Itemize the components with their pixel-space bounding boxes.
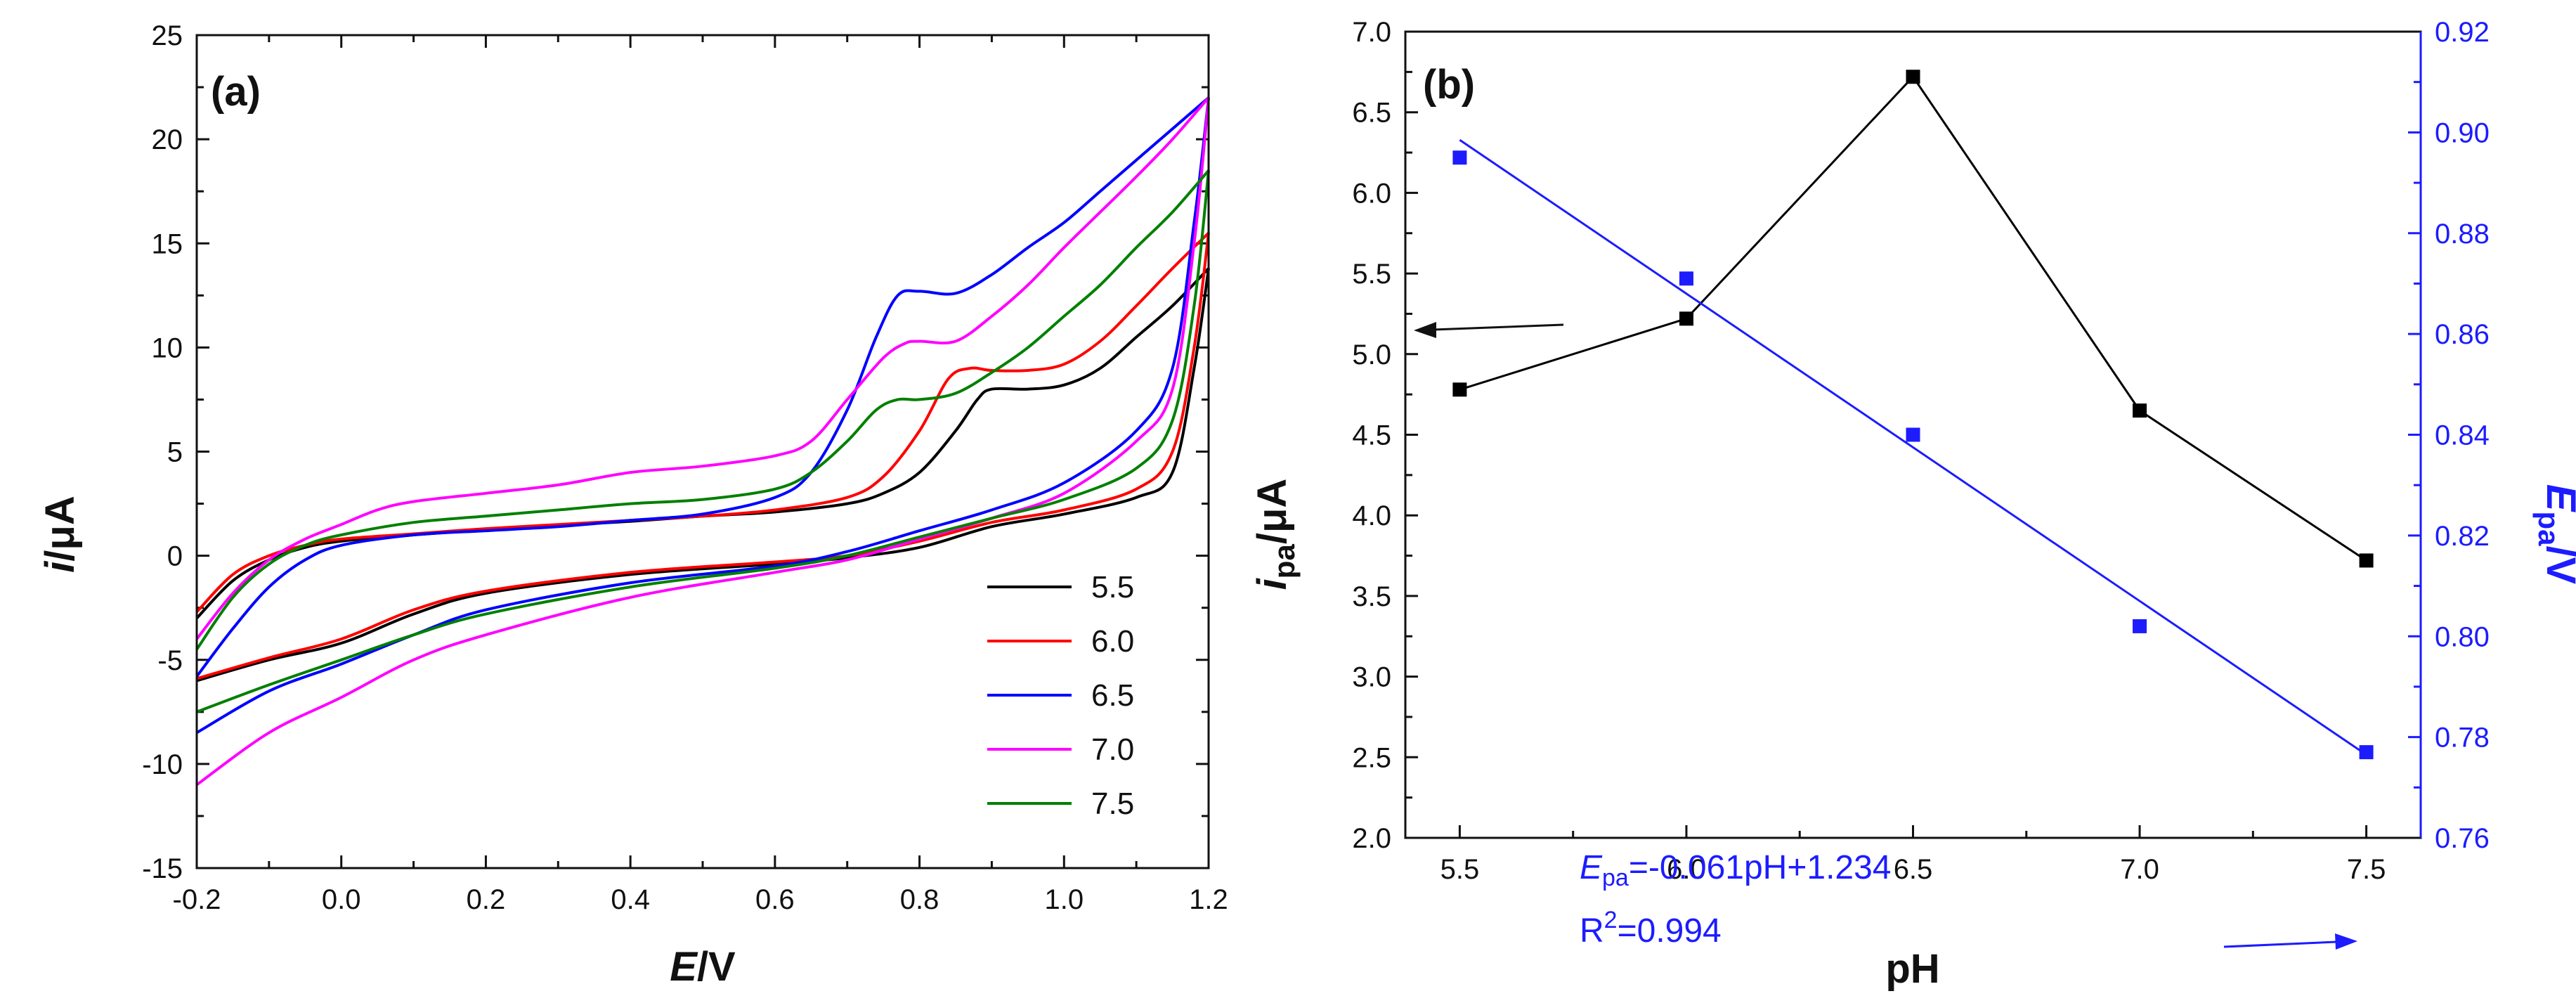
y-tick-label: 5 <box>167 437 183 468</box>
panel-b-right-axis-title: Epa/V <box>2532 484 2576 585</box>
left-y-tick-label: 7.0 <box>1352 17 1391 48</box>
y-tick-label: 10 <box>152 332 183 363</box>
x-tick-label: 1.0 <box>1044 884 1084 915</box>
left-y-tick-label: 2.5 <box>1352 742 1391 773</box>
panel-b-label: (b) <box>1423 62 1475 108</box>
cv-curve-ph-7.5-anodic <box>195 169 1210 651</box>
right-y-tick-label: 0.92 <box>2435 17 2490 48</box>
legend-label-5.5: 5.5 <box>1091 570 1134 604</box>
legend-label-6.5: 6.5 <box>1091 678 1134 713</box>
epa-point <box>1452 150 1467 165</box>
left-y-tick-label: 2.0 <box>1352 823 1391 854</box>
panel-b-marks <box>1452 70 2374 760</box>
x-tick-label: 6.0 <box>1667 854 1706 885</box>
x-tick-label: 0.4 <box>611 884 650 915</box>
legend-label-7.5: 7.5 <box>1091 787 1134 821</box>
cv-curve-ph-7.0-cathodic <box>195 97 1210 787</box>
panel-b-left-tick-labels: 2.0 2.5 3.0 3.5 4.0 4.5 5.0 5.5 6.0 6.5 7.0 <box>1352 17 1391 854</box>
panel-a-frame <box>195 34 1210 869</box>
epa-fit-line <box>1459 138 2367 756</box>
cv-curve-ph-5.5-cathodic <box>196 268 1210 683</box>
left-y-tick-label: 5.5 <box>1352 259 1391 290</box>
panel-a-y-axis-title: i/μA <box>37 496 83 573</box>
ipa-point <box>1679 311 1693 326</box>
y-tick-label: -5 <box>157 645 183 676</box>
cv-curve-ph-7.0-anodic <box>195 96 1210 640</box>
panel-b-right-tick-labels: 0.76 0.78 0.80 0.82 0.84 0.86 0.88 0.90 0.92 <box>2435 17 2490 854</box>
regression-equation: Epa=-0.061pH+1.234 <box>1580 849 1891 891</box>
ipa-point <box>2359 553 2374 568</box>
panel-a-x-axis-title: E/V <box>670 944 736 990</box>
cv-curve-ph-5.5-anodic <box>195 267 1210 619</box>
cv-curve-ph-6.5-cathodic <box>196 97 1210 735</box>
x-tick-label: -0.2 <box>173 884 221 915</box>
left-y-tick-label: 6.0 <box>1352 178 1391 209</box>
right-y-tick-label: 0.76 <box>2435 823 2490 854</box>
left-y-tick-label: 4.5 <box>1352 420 1391 451</box>
x-tick-label: 0.8 <box>900 884 939 915</box>
right-y-tick-label: 0.84 <box>2435 420 2490 451</box>
epa-point <box>1906 427 1920 442</box>
y-tick-label: -15 <box>142 853 183 884</box>
panel-a-legend: 5.5 6.0 6.5 7.0 7.5 <box>987 570 1134 821</box>
x-tick-label: 0.0 <box>322 884 361 915</box>
y-tick-label: 0 <box>167 541 183 572</box>
legend-label-7.0: 7.0 <box>1091 732 1134 767</box>
left-axis-pointer-arrow <box>1414 322 1564 338</box>
panel-a-x-tick-labels: -0.2 0.0 0.2 0.4 0.6 0.8 1.0 1.2 <box>173 884 1228 915</box>
right-y-tick-label: 0.82 <box>2435 521 2490 552</box>
y-tick-label: -10 <box>142 749 183 780</box>
epa-point <box>2133 619 2147 633</box>
cv-curve-ph-6.0-cathodic <box>196 233 1210 680</box>
x-tick-label: 0.2 <box>467 884 506 915</box>
x-tick-label: 5.5 <box>1440 854 1480 885</box>
panel-a-label: (a) <box>211 69 261 115</box>
panel-a-ticks <box>195 34 1210 869</box>
panel-a-curves <box>195 96 1210 787</box>
right-y-tick-label: 0.88 <box>2435 219 2490 250</box>
right-y-tick-label: 0.86 <box>2435 319 2490 350</box>
epa-point <box>1679 271 1693 286</box>
x-tick-label: 1.2 <box>1189 884 1228 915</box>
panel-a-cyclic-voltammograms: -0.2 0.0 0.2 0.4 0.6 0.8 1.0 1.2 -15 -10 -5 0 5 10 15… <box>37 20 1228 990</box>
x-tick-label: 0.6 <box>755 884 795 915</box>
x-tick-label: 7.0 <box>2120 854 2159 885</box>
cv-curve-ph-7.5-cathodic <box>196 170 1210 713</box>
epa-point <box>2359 745 2374 760</box>
panel-b-ph-dependence: 5.5 6.0 6.5 7.0 7.5 2.0 2.5 3.0 3.5 4.0 4.5 5.0 5.5… <box>1249 17 2576 992</box>
left-y-tick-label: 4.0 <box>1352 500 1391 531</box>
y-tick-label: 15 <box>152 228 183 259</box>
y-tick-label: 20 <box>152 124 183 155</box>
ipa-line <box>1459 75 2367 562</box>
right-y-tick-label: 0.80 <box>2435 621 2490 652</box>
left-y-tick-label: 5.0 <box>1352 339 1391 370</box>
panel-b-left-axis-title: ipa/μA <box>1249 479 1301 590</box>
x-tick-label: 6.5 <box>1894 854 1933 885</box>
right-axis-pointer-arrow <box>2223 933 2357 950</box>
right-y-tick-label: 0.78 <box>2435 723 2490 754</box>
cv-curve-ph-6.0-anodic <box>195 231 1210 613</box>
x-tick-label: 7.5 <box>2347 854 2386 885</box>
panel-b-x-tick-labels: 5.5 6.0 6.5 7.0 7.5 <box>1440 854 2386 885</box>
right-y-tick-label: 0.90 <box>2435 117 2490 148</box>
ipa-point <box>2133 403 2147 418</box>
left-y-tick-label: 3.5 <box>1352 581 1391 612</box>
left-y-tick-label: 6.5 <box>1352 98 1391 129</box>
legend-label-6.0: 6.0 <box>1091 624 1134 659</box>
r-squared-value: R2=0.994 <box>1580 907 1722 950</box>
panel-b-x-axis-title: pH <box>1885 946 1939 992</box>
left-y-tick-label: 3.0 <box>1352 662 1391 693</box>
panel-a-y-tick-labels: -15 -10 -5 0 5 10 15 20 25 <box>142 20 183 884</box>
ipa-point <box>1452 382 1467 397</box>
y-tick-label: 25 <box>152 20 183 51</box>
ipa-point <box>1906 70 1920 84</box>
